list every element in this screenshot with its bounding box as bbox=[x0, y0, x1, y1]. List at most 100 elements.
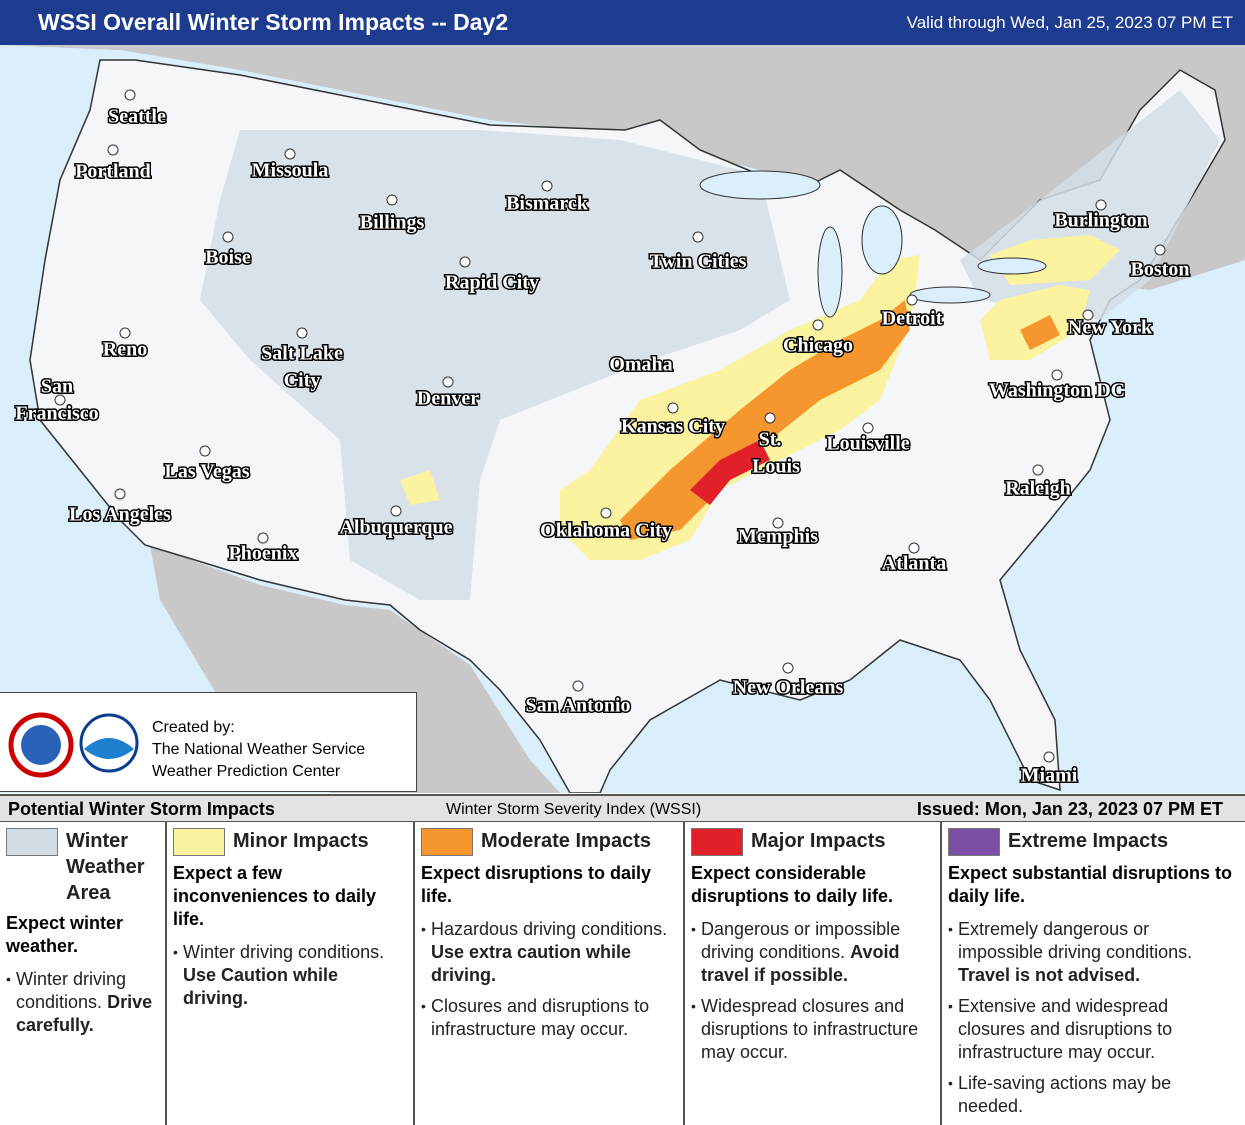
legend-summary: Expect substantial disruptions to daily … bbox=[948, 863, 1233, 906]
impact-advice: Use Caution while driving. bbox=[183, 965, 339, 1008]
city-dot bbox=[107, 144, 119, 156]
city-dot bbox=[609, 357, 621, 369]
minor-impacts bbox=[400, 235, 1120, 505]
city-label: Washington DC bbox=[989, 380, 1125, 402]
impact-list: Winter driving conditions. Drive careful… bbox=[6, 968, 159, 1037]
impact-item: Dangerous or impossible driving conditio… bbox=[691, 918, 934, 987]
credit-text: The National Weather Service bbox=[152, 741, 366, 758]
impact-item: Widespread closures and disruptions to i… bbox=[691, 995, 934, 1064]
impact-item: Closures and disruptions to infrastructu… bbox=[421, 995, 677, 1041]
nws-logo-inner bbox=[21, 725, 61, 765]
city-dot bbox=[541, 180, 553, 192]
city-label: Omaha bbox=[609, 354, 672, 376]
city-label: Las Vegas bbox=[164, 461, 249, 483]
city-dot bbox=[772, 517, 784, 529]
legend-label: Minor Impacts bbox=[233, 830, 369, 852]
lake bbox=[861, 205, 903, 275]
city-label: Rapid City bbox=[445, 272, 539, 294]
impact-text: Extensive and widespread closures and di… bbox=[958, 996, 1173, 1062]
city-label: Seattle bbox=[108, 106, 166, 128]
city-label: Kansas City bbox=[621, 416, 725, 438]
city-label: Raleigh bbox=[1005, 478, 1071, 500]
lake bbox=[977, 257, 1047, 275]
impact-advice: Travel is not advised. bbox=[958, 965, 1141, 985]
legend-column: Moderate Impacts Expect disruptions to da… bbox=[415, 822, 685, 1125]
city-label: Atlanta bbox=[882, 553, 946, 575]
city-label: St. bbox=[759, 429, 782, 451]
city-dot bbox=[1082, 309, 1094, 321]
city-dot bbox=[114, 488, 126, 500]
city-label: City bbox=[284, 370, 321, 392]
city-dot bbox=[124, 89, 136, 101]
legend-column: Winter Weather Area Expect winter weather… bbox=[0, 822, 167, 1125]
impact-text: Winter driving conditions. bbox=[183, 942, 385, 962]
legend-summary: Expect winter weather. bbox=[6, 913, 124, 956]
city-dot bbox=[906, 294, 918, 306]
legend-label: Major Impacts bbox=[751, 830, 886, 852]
city-label: Bismarck bbox=[506, 193, 589, 215]
impact-text: Closures and disruptions to infrastructu… bbox=[431, 996, 650, 1039]
legend-label: Extreme Impacts bbox=[1008, 830, 1169, 852]
city-dot bbox=[257, 532, 269, 544]
city-dot bbox=[908, 542, 920, 554]
city-dot bbox=[764, 412, 776, 424]
credit-text: Weather Prediction Center bbox=[152, 763, 341, 780]
city-label: Detroit bbox=[882, 308, 943, 330]
impact-item: Hazardous driving conditions. Use extra … bbox=[421, 918, 677, 987]
city-label: Boise bbox=[205, 247, 251, 269]
impact-text: Life-saving actions may be needed. bbox=[958, 1073, 1172, 1116]
legend-head: Winter Weather Area bbox=[6, 828, 159, 906]
city-label: Salt Lake bbox=[261, 343, 343, 365]
map: Seattle Portland Missoula Boise Billings Bism… bbox=[0, 45, 1245, 793]
legend-label: Winter Weather Area bbox=[66, 830, 145, 904]
city-label: Twin Cities bbox=[650, 251, 747, 273]
city-label: Albuquerque bbox=[339, 517, 452, 539]
legend-head: Major Impacts bbox=[691, 828, 934, 856]
legend-head: Moderate Impacts bbox=[421, 828, 677, 856]
city-label: San bbox=[41, 376, 73, 398]
impact-list: Winter driving conditions. Use Caution w… bbox=[173, 941, 407, 1010]
noaa-logo-inner bbox=[84, 738, 134, 759]
cities: Seattle Portland Missoula Boise Billings Bism… bbox=[14, 89, 1191, 788]
city-label: Louisville bbox=[826, 433, 909, 455]
city-dot bbox=[222, 231, 234, 243]
minor-impacts bbox=[560, 255, 920, 560]
impact-list: Extremely dangerous or impossible drivin… bbox=[948, 918, 1239, 1118]
city-dot bbox=[199, 445, 211, 457]
city-label: Missoula bbox=[252, 160, 329, 182]
city-dot bbox=[692, 231, 704, 243]
city-label: Memphis bbox=[738, 526, 818, 548]
legend-summary: Expect a few inconveniences to daily lif… bbox=[173, 863, 377, 929]
city-dot bbox=[1154, 244, 1166, 256]
city-label: Oklahoma City bbox=[540, 520, 672, 542]
valid-time: Valid through Wed, Jan 25, 2023 07 PM ET bbox=[906, 13, 1233, 32]
impact-text: Dangerous or impossible driving conditio… bbox=[701, 919, 901, 962]
logos bbox=[8, 712, 139, 778]
city-label: Miami bbox=[1021, 765, 1078, 787]
city-label: Portland bbox=[75, 161, 151, 183]
city-dot bbox=[1043, 751, 1055, 763]
city-dot bbox=[782, 662, 794, 674]
city-label: New Orleans bbox=[733, 677, 844, 699]
swatch bbox=[691, 828, 743, 856]
impact-advice: Use extra caution while driving. bbox=[431, 942, 632, 985]
legend-head: Extreme Impacts bbox=[948, 828, 1239, 856]
city-label: Burlington bbox=[1054, 210, 1147, 232]
city-dot bbox=[296, 327, 308, 339]
lake bbox=[817, 226, 843, 318]
city-label: Phoenix bbox=[229, 543, 298, 565]
city-dot bbox=[600, 507, 612, 519]
city-label: Los Angeles bbox=[69, 504, 171, 526]
city-label: Francisco bbox=[15, 403, 98, 425]
city-label: Denver bbox=[417, 388, 479, 410]
winter-weather-area bbox=[200, 130, 790, 600]
impact-advice: Avoid travel if possible. bbox=[701, 942, 900, 985]
city-dot bbox=[442, 376, 454, 388]
legend-column: Minor Impacts Expect a few inconveniences… bbox=[167, 822, 415, 1125]
legend-head: Minor Impacts bbox=[173, 828, 407, 856]
swatch bbox=[6, 828, 58, 856]
city-label: San Antonio bbox=[525, 695, 630, 717]
mexico bbox=[150, 545, 560, 793]
city-dot bbox=[284, 148, 296, 160]
